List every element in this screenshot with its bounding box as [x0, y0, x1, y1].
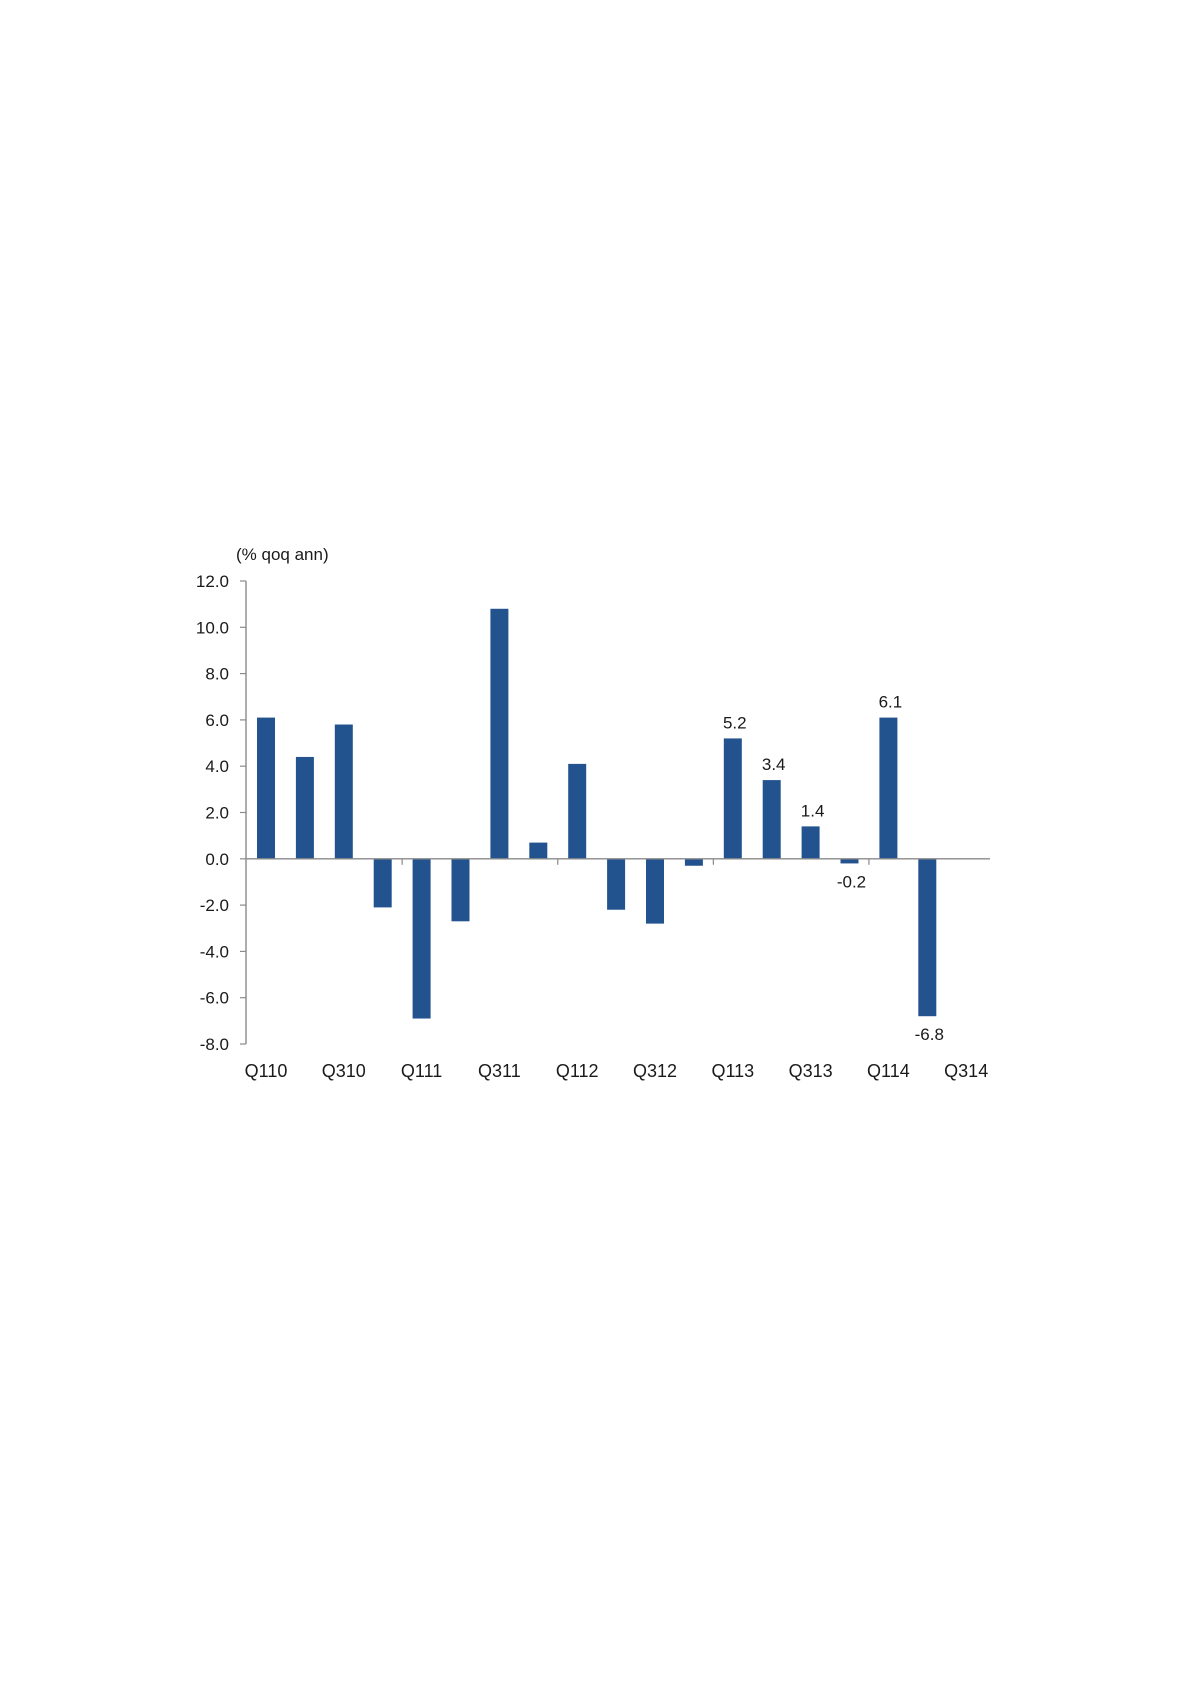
bar-q410 [373, 858, 392, 908]
y-tick-label: -6.0 [200, 989, 229, 1008]
x-tick-label: Q310 [322, 1061, 366, 1081]
x-tick-label: Q314 [944, 1061, 988, 1081]
bar-q110 [257, 717, 275, 859]
bar-q211 [451, 858, 470, 922]
data-label: 6.1 [879, 693, 903, 712]
bar-q311 [490, 608, 509, 859]
bar-q210 [295, 756, 314, 859]
x-tick-label: Q111 [401, 1061, 442, 1081]
bar-q310 [334, 724, 353, 859]
data-label: -6.8 [915, 1025, 944, 1044]
y-tick-label: 4.0 [205, 757, 229, 776]
y-tick-label: -8.0 [200, 1035, 229, 1054]
bar-q312 [646, 858, 664, 924]
y-tick-label: 8.0 [205, 665, 229, 684]
bar-series [257, 608, 937, 1019]
y-tick-label: 6.0 [205, 711, 229, 730]
x-axis: Q110 Q310 Q111 Q311 Q112 Q312 Q113 Q313 Q114 Q314 [245, 1061, 989, 1081]
bar-q113 [723, 738, 742, 859]
bar-q112 [568, 763, 587, 859]
x-tick-label: Q112 [556, 1061, 599, 1081]
bar-q212 [607, 858, 626, 910]
axes [245, 581, 990, 1044]
y-tick-label: -2.0 [200, 896, 229, 915]
bar-q412 [684, 858, 703, 866]
bar-q213 [762, 780, 781, 859]
data-label: 5.2 [723, 713, 747, 732]
bar-q114 [879, 717, 898, 859]
data-labels: 5.2 3.4 1.4 -0.2 6.1 -6.8 [723, 693, 944, 1045]
x-tick-label: Q312 [633, 1061, 677, 1081]
x-tick-label: Q311 [478, 1061, 521, 1081]
bar-q111 [412, 858, 431, 1019]
data-label: 1.4 [801, 801, 825, 820]
data-label: 3.4 [762, 755, 786, 774]
y-axis: 12.0 10.0 8.0 6.0 4.0 2.0 0.0 -2.0 -4.0 -6.0 -8.0 [196, 572, 246, 1054]
x-tick-label: Q313 [789, 1061, 833, 1081]
bar-q411 [529, 842, 548, 859]
y-axis-label: (% qoq ann) [236, 545, 329, 564]
data-label: -0.2 [837, 872, 866, 891]
y-tick-label: 10.0 [196, 618, 229, 637]
y-tick-label: 2.0 [205, 804, 229, 823]
x-tick-label: Q110 [245, 1061, 288, 1081]
x-tick-label: Q114 [867, 1061, 910, 1081]
bar-q214 [918, 858, 937, 1017]
y-tick-label: 0.0 [205, 850, 229, 869]
bar-q313 [801, 826, 820, 859]
y-tick-label: 12.0 [196, 572, 229, 591]
x-tick-label: Q113 [711, 1061, 754, 1081]
y-tick-label: -4.0 [200, 942, 229, 961]
bar-q413 [840, 858, 859, 864]
